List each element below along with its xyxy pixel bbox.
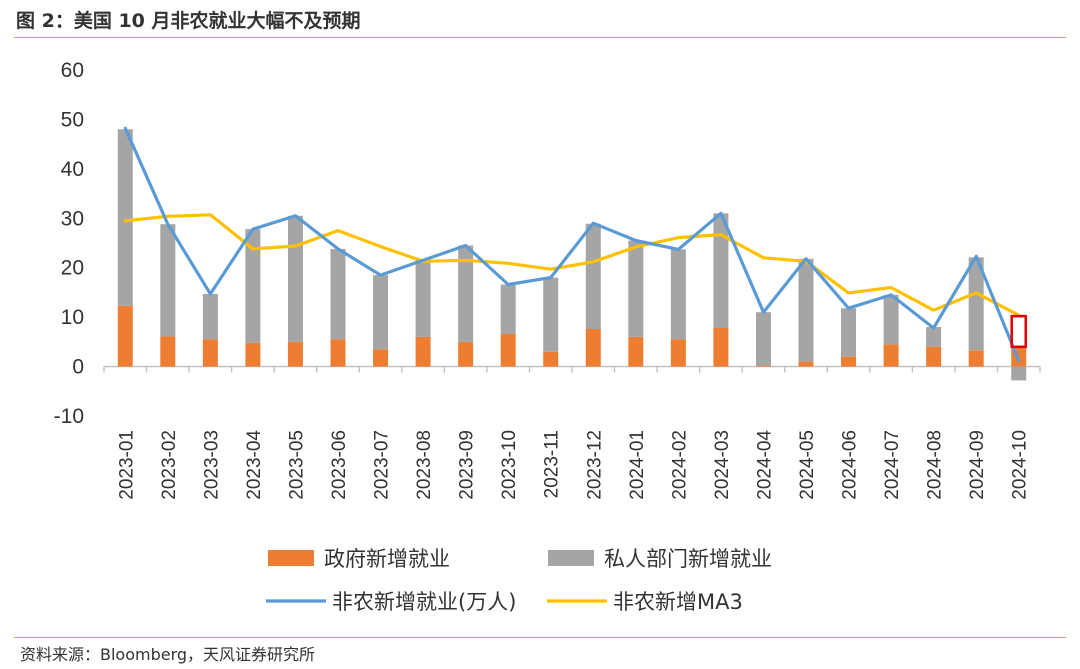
bar-series [117, 129, 1027, 381]
bar-gov [245, 342, 261, 367]
bar-private [755, 312, 771, 366]
x-tick-label: 2024-05 [797, 430, 818, 500]
bar-gov [373, 349, 389, 367]
x-axis [103, 365, 1041, 373]
bar-gov [585, 329, 601, 367]
bar-private [245, 229, 261, 343]
x-tick-label: 2023-03 [201, 430, 222, 500]
y-tick-label: 60 [61, 59, 84, 82]
y-tick-label: 20 [61, 257, 84, 280]
bar-gov [458, 341, 474, 367]
x-tick-label: 2024-03 [712, 430, 733, 500]
bar-gov [755, 365, 771, 367]
bar-private [841, 308, 857, 357]
legend-label: 私人部门新增就业 [604, 547, 772, 571]
bar-private [713, 213, 729, 329]
bar-private [926, 327, 942, 347]
bar-gov [670, 339, 686, 367]
bar-private [670, 249, 686, 340]
x-tick-label: 2024-09 [967, 430, 988, 500]
y-tick-label: -10 [54, 405, 84, 428]
bar-gov [500, 333, 516, 367]
bar-private [287, 215, 303, 342]
bar-gov [287, 341, 303, 367]
bar-gov [160, 336, 176, 367]
highlight-box [1010, 314, 1027, 349]
bar-private [543, 277, 559, 352]
bar-gov [883, 344, 899, 367]
x-tick-label: 2024-06 [840, 430, 861, 500]
x-tick-label: 2023-07 [372, 430, 393, 500]
x-tick-label: 2024-04 [754, 430, 775, 500]
x-tick-label: 2023-05 [286, 430, 307, 500]
y-tick-label: 10 [61, 306, 84, 329]
bar-gov [117, 305, 133, 367]
x-tick-labels: 2023-01 2023-02 2023-03 2023-04 2023-05 2023-… [116, 430, 1030, 500]
bar-gov [798, 361, 814, 367]
bar-gov [628, 336, 644, 367]
chart-title: 图 2：美国 10 月非农就业大幅不及预期 [16, 10, 361, 32]
x-tick-label: 2023-06 [329, 430, 350, 500]
y-axis: -10 0 10 20 30 40 50 60 [54, 59, 84, 428]
bar-gov [926, 346, 942, 367]
x-tick-label: 2024-01 [627, 430, 648, 500]
legend-swatch [548, 550, 594, 566]
x-tick-label: 2024-10 [1010, 430, 1031, 500]
x-tick-label: 2024-07 [882, 430, 903, 500]
line-nfp [123, 126, 1021, 363]
bar-private [415, 260, 431, 337]
y-tick-label: 50 [61, 108, 84, 131]
x-tick-label: 2023-04 [244, 430, 265, 500]
x-tick-label: 2023-02 [159, 430, 180, 500]
source-note: 资料来源：Bloomberg，天风证券研究所 [20, 645, 316, 664]
highlight-rect [1010, 314, 1027, 349]
bar-gov [841, 356, 857, 367]
x-tick-label: 2024-02 [669, 430, 690, 500]
x-tick-label: 2023-09 [457, 430, 478, 500]
legend-label: 政府新增就业 [324, 547, 450, 571]
bar-private [585, 223, 601, 330]
x-tick-label: 2023-12 [584, 430, 605, 500]
bar-private [202, 293, 218, 340]
bar-private [160, 224, 176, 337]
legend-label: 非农新增就业(万人) [332, 590, 516, 614]
bar-private [1011, 366, 1027, 381]
header-rule [14, 37, 1066, 38]
bar-private [968, 257, 984, 351]
legend-label: 非农新增MA3 [613, 590, 743, 614]
bar-private [883, 294, 899, 345]
x-tick-label: 2024-08 [925, 430, 946, 500]
bar-gov [330, 339, 346, 367]
footer-rule [14, 637, 1066, 638]
x-tick-label: 2023-11 [542, 430, 563, 498]
bar-gov [968, 350, 984, 367]
bar-private [628, 240, 644, 337]
bar-private [458, 245, 474, 342]
line-series [123, 126, 1021, 363]
y-tick-label: 30 [61, 207, 84, 230]
y-tick-label: 0 [72, 356, 84, 379]
x-tick-label: 2023-01 [116, 430, 137, 500]
bar-private [117, 129, 133, 306]
x-tick-label: 2023-08 [414, 430, 435, 500]
bar-gov [713, 328, 729, 367]
bar-private [330, 248, 346, 340]
bar-gov [202, 339, 218, 367]
bar-private [373, 275, 389, 350]
y-tick-label: 40 [61, 158, 84, 181]
x-tick-label: 2023-10 [499, 430, 520, 500]
bar-private [500, 284, 516, 334]
bar-gov [415, 336, 431, 367]
legend-swatch [268, 550, 314, 566]
bar-gov [543, 351, 559, 367]
bar-private [798, 258, 814, 362]
line-ma3 [123, 213, 1021, 317]
